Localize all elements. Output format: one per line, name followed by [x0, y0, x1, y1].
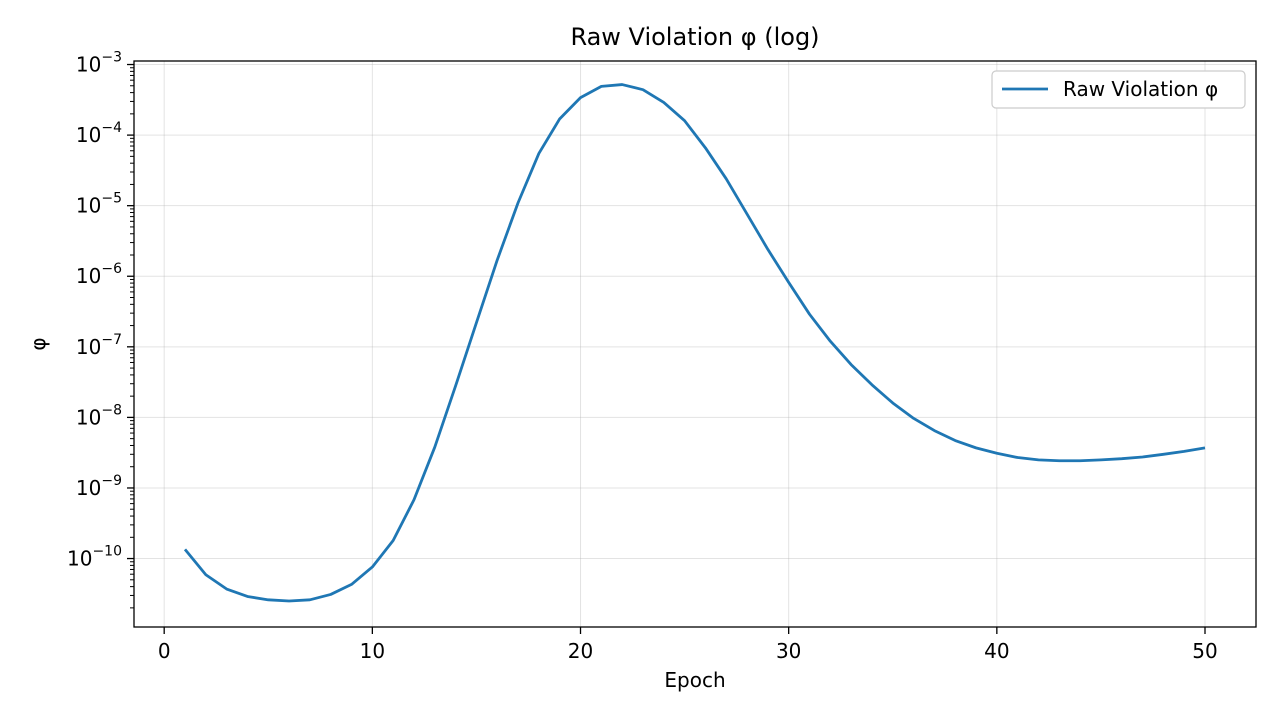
- chart-title: Raw Violation φ (log): [570, 23, 819, 51]
- x-tick-label: 20: [568, 639, 593, 663]
- y-tick-label: 10−5: [76, 191, 122, 218]
- legend[interactable]: Raw Violation φ: [991, 70, 1246, 109]
- series-layer: [183, 83, 1206, 603]
- y-tick-label: 10−10: [67, 544, 122, 571]
- axis-ticks: 0 10 20 30 40 50 10−10 10−9 10−8 10−7 10−6 10−5 10−4…: [67, 50, 1218, 663]
- y-tick-label: 10−9: [76, 473, 122, 500]
- y-tick-label: 10−4: [76, 120, 122, 147]
- y-tick-label: 10−3: [76, 50, 122, 77]
- legend-entry-label: Raw Violation φ: [1063, 77, 1218, 101]
- x-axis-label: Epoch: [664, 668, 725, 692]
- x-tick-label: 50: [1192, 639, 1217, 663]
- series-line: [183, 83, 1206, 603]
- x-tick-label: 30: [776, 639, 801, 663]
- y-tick-label: 10−7: [76, 332, 122, 359]
- legend-box: [991, 70, 1246, 109]
- y-tick-label: 10−8: [76, 402, 122, 429]
- x-tick-label: 10: [360, 639, 385, 663]
- y-axis-label: φ: [26, 337, 50, 350]
- x-tick-label: 40: [984, 639, 1009, 663]
- y-tick-label: 10−6: [76, 261, 122, 288]
- x-tick-label: 0: [158, 639, 171, 663]
- plot-area-frame: [133, 60, 1257, 628]
- grid-lines: [134, 61, 1256, 627]
